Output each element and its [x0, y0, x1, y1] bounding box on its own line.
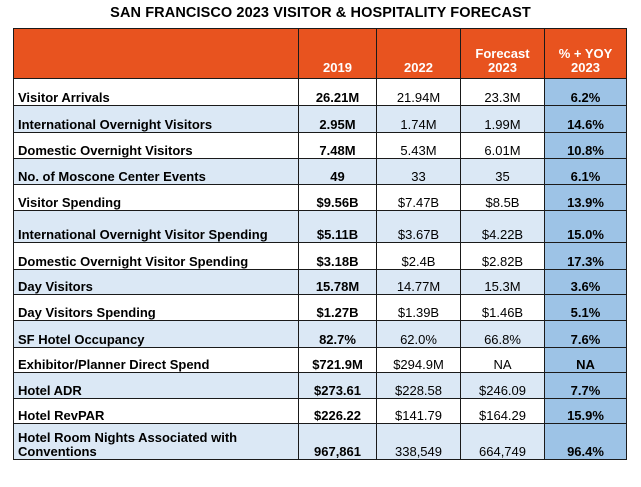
- header-forecast-line2: 2023: [488, 60, 517, 75]
- table-row: International Overnight Visitor Spending…: [13, 210, 627, 243]
- forecast-2023-cell: NA: [460, 347, 545, 373]
- value-2019-cell: $5.11B: [298, 210, 377, 243]
- value-2022-cell: 5.43M: [376, 132, 461, 159]
- yoy-cell: 15.9%: [544, 398, 627, 424]
- header-metric: [13, 28, 299, 79]
- header-forecast-2023: Forecast 2023: [460, 28, 545, 79]
- metric-cell: International Overnight Visitors: [13, 105, 299, 133]
- metric-cell: Domestic Overnight Visitors: [13, 132, 299, 159]
- yoy-cell: 14.6%: [544, 105, 627, 133]
- yoy-cell: 10.8%: [544, 132, 627, 159]
- metric-cell: Domestic Overnight Visitor Spending: [13, 242, 299, 270]
- table-row: International Overnight Visitors 2.95M 1.7…: [13, 105, 627, 133]
- forecast-table: 2019 2022 Forecast 2023 % + YOY 2023 Vis…: [13, 28, 627, 460]
- header-2022: 2022: [376, 28, 461, 79]
- table-row: SF Hotel Occupancy 82.7% 62.0% 66.8% 7.6%: [13, 320, 627, 348]
- table-row: Hotel ADR $273.61 $228.58 $246.09 7.7%: [13, 372, 627, 399]
- metric-cell: SF Hotel Occupancy: [13, 320, 299, 348]
- yoy-cell: 7.7%: [544, 372, 627, 399]
- table-row: Day Visitors 15.78M 14.77M 15.3M 3.6%: [13, 269, 627, 295]
- forecast-2023-cell: $246.09: [460, 372, 545, 399]
- table-row: Visitor Spending $9.56B $7.47B $8.5B 13.9%: [13, 184, 627, 211]
- value-2019-cell: 15.78M: [298, 269, 377, 295]
- value-2022-cell: 1.74M: [376, 105, 461, 133]
- metric-cell: Day Visitors Spending: [13, 294, 299, 321]
- page-title: SAN FRANCISCO 2023 VISITOR & HOSPITALITY…: [110, 5, 531, 21]
- forecast-2023-cell: 66.8%: [460, 320, 545, 348]
- value-2022-cell: 338,549: [376, 423, 461, 460]
- metric-cell: Hotel RevPAR: [13, 398, 299, 424]
- yoy-cell: 17.3%: [544, 242, 627, 270]
- value-2022-cell: 62.0%: [376, 320, 461, 348]
- value-2022-cell: 14.77M: [376, 269, 461, 295]
- value-2022-cell: $2.4B: [376, 242, 461, 270]
- forecast-2023-cell: $4.22B: [460, 210, 545, 243]
- forecast-2023-cell: 15.3M: [460, 269, 545, 295]
- value-2022-cell: $228.58: [376, 372, 461, 399]
- value-2019-cell: $273.61: [298, 372, 377, 399]
- yoy-cell: 6.2%: [544, 78, 627, 106]
- metric-cell: Hotel ADR: [13, 372, 299, 399]
- table-row: Hotel Room Nights Associated with Conven…: [13, 423, 627, 460]
- table-body: Visitor Arrivals 26.21M 21.94M 23.3M 6.2% Int…: [13, 78, 627, 460]
- value-2019-cell: 7.48M: [298, 132, 377, 159]
- forecast-2023-cell: 6.01M: [460, 132, 545, 159]
- yoy-cell: 7.6%: [544, 320, 627, 348]
- forecast-2023-cell: $2.82B: [460, 242, 545, 270]
- value-2022-cell: $3.67B: [376, 210, 461, 243]
- forecast-2023-cell: $164.29: [460, 398, 545, 424]
- forecast-2023-cell: 35: [460, 158, 545, 185]
- value-2019-cell: 49: [298, 158, 377, 185]
- forecast-2023-cell: $8.5B: [460, 184, 545, 211]
- table-row: Day Visitors Spending $1.27B $1.39B $1.46B 5…: [13, 294, 627, 321]
- table-row: Domestic Overnight Visitors 7.48M 5.43M 6.0…: [13, 132, 627, 159]
- value-2019-cell: 967,861: [298, 423, 377, 460]
- table-row: Exhibitor/Planner Direct Spend $721.9M $29…: [13, 347, 627, 373]
- value-2022-cell: $7.47B: [376, 184, 461, 211]
- value-2019-cell: $9.56B: [298, 184, 377, 211]
- yoy-cell: NA: [544, 347, 627, 373]
- header-row: 2019 2022 Forecast 2023 % + YOY 2023: [13, 28, 627, 79]
- metric-cell: Day Visitors: [13, 269, 299, 295]
- yoy-cell: 96.4%: [544, 423, 627, 460]
- table-row: No. of Moscone Center Events 49 33 35 6.1%: [13, 158, 627, 185]
- value-2019-cell: $3.18B: [298, 242, 377, 270]
- metric-cell: No. of Moscone Center Events: [13, 158, 299, 185]
- value-2022-cell: 21.94M: [376, 78, 461, 106]
- table-row: Domestic Overnight Visitor Spending $3.18…: [13, 242, 627, 270]
- metric-cell: Hotel Room Nights Associated with Conven…: [13, 423, 299, 460]
- metric-cell: Visitor Spending: [13, 184, 299, 211]
- yoy-cell: 5.1%: [544, 294, 627, 321]
- value-2019-cell: 2.95M: [298, 105, 377, 133]
- value-2019-cell: $1.27B: [298, 294, 377, 321]
- table-row: Visitor Arrivals 26.21M 21.94M 23.3M 6.2%: [13, 78, 627, 106]
- value-2022-cell: $141.79: [376, 398, 461, 424]
- yoy-cell: 15.0%: [544, 210, 627, 243]
- value-2019-cell: $721.9M: [298, 347, 377, 373]
- forecast-2023-cell: $1.46B: [460, 294, 545, 321]
- header-yoy-line1: % + YOY: [558, 46, 613, 61]
- forecast-2023-cell: 664,749: [460, 423, 545, 460]
- yoy-cell: 13.9%: [544, 184, 627, 211]
- value-2022-cell: $1.39B: [376, 294, 461, 321]
- value-2022-cell: 33: [376, 158, 461, 185]
- table-row: Hotel RevPAR $226.22 $141.79 $164.29 15.9%: [13, 398, 627, 424]
- metric-cell: International Overnight Visitor Spending: [13, 210, 299, 243]
- forecast-2023-cell: 23.3M: [460, 78, 545, 106]
- header-2019: 2019: [298, 28, 377, 79]
- header-forecast-line1: Forecast: [475, 46, 530, 61]
- yoy-cell: 6.1%: [544, 158, 627, 185]
- forecast-2023-cell: 1.99M: [460, 105, 545, 133]
- header-yoy-2023: % + YOY 2023: [544, 28, 627, 79]
- value-2019-cell: $226.22: [298, 398, 377, 424]
- value-2019-cell: 26.21M: [298, 78, 377, 106]
- header-yoy-line2: 2023: [571, 60, 600, 75]
- value-2019-cell: 82.7%: [298, 320, 377, 348]
- yoy-cell: 3.6%: [544, 269, 627, 295]
- metric-cell: Visitor Arrivals: [13, 78, 299, 106]
- metric-cell: Exhibitor/Planner Direct Spend: [13, 347, 299, 373]
- value-2022-cell: $294.9M: [376, 347, 461, 373]
